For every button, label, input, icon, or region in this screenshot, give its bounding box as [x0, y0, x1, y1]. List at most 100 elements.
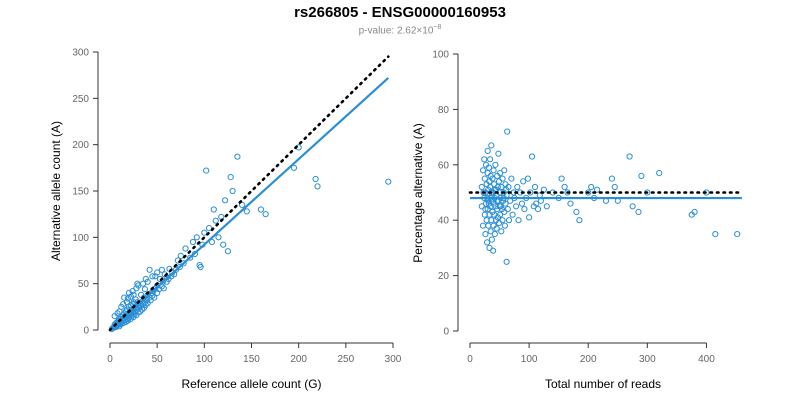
data-point	[481, 175, 488, 182]
data-point	[141, 286, 148, 293]
data-point	[158, 266, 165, 273]
data-point	[180, 260, 187, 267]
data-point	[208, 238, 215, 246]
p-value-exponent: −8	[433, 24, 442, 31]
data-point	[314, 183, 321, 190]
data-point	[638, 172, 645, 179]
x-axis-label: Total number of reads	[545, 377, 661, 391]
data-point	[149, 273, 156, 280]
data-point	[203, 167, 210, 174]
data-point	[480, 189, 487, 196]
data-point	[481, 156, 488, 163]
x-tick-label: 300	[385, 354, 402, 365]
y-tick-label: 40	[438, 216, 450, 227]
data-point	[529, 153, 536, 160]
allele-count-plot: 0 50 100 150 200 250 300 0 50 100 150 200 250 300 Refe…	[49, 48, 402, 392]
data-point	[504, 128, 511, 135]
fit-line	[109, 77, 390, 331]
data-point	[656, 170, 663, 177]
data-point	[518, 200, 526, 207]
data-point	[501, 222, 508, 229]
data-point	[485, 164, 492, 171]
data-point	[111, 313, 118, 320]
data-point	[611, 183, 618, 191]
data-point	[290, 164, 298, 171]
x-tick-label: 0	[107, 354, 113, 365]
data-point	[146, 266, 153, 273]
data-point	[573, 208, 580, 215]
data-point	[491, 231, 498, 238]
data-point	[483, 217, 490, 224]
data-point	[262, 211, 269, 218]
data-point	[193, 234, 200, 241]
data-point	[629, 203, 636, 210]
x-tick-label: 200	[580, 354, 597, 365]
y-tick-label: 0	[443, 327, 449, 338]
reference-line	[108, 55, 390, 332]
data-point	[495, 178, 503, 185]
data-point	[524, 175, 532, 182]
data-point	[215, 234, 222, 241]
data-point	[124, 295, 132, 302]
data-point	[561, 183, 568, 191]
data-point	[234, 153, 241, 160]
data-point	[257, 206, 264, 213]
chart-subtitle: p-value: 2.62×10−8	[0, 24, 800, 36]
data-point	[479, 222, 487, 229]
data-point	[499, 175, 506, 182]
data-point	[588, 183, 595, 191]
data-point	[526, 214, 533, 221]
y-tick-label: 50	[78, 279, 90, 290]
data-point	[487, 183, 494, 191]
x-tick-label: 300	[639, 354, 656, 365]
data-point	[505, 217, 513, 224]
data-point	[503, 186, 510, 193]
data-point	[558, 175, 565, 182]
data-point	[142, 301, 149, 309]
data-point	[189, 238, 197, 246]
data-point	[508, 175, 515, 182]
data-point	[485, 222, 492, 229]
x-tick-label: 400	[698, 354, 715, 365]
data-point	[220, 241, 227, 248]
data-point	[151, 294, 158, 301]
data-point	[490, 167, 497, 174]
data-point	[489, 175, 496, 182]
data-point	[197, 263, 204, 271]
x-tick-label: 250	[337, 354, 354, 365]
data-point	[497, 203, 504, 210]
x-axis-label: Reference allele count (G)	[181, 377, 321, 391]
data-point	[137, 308, 144, 315]
data-point	[712, 231, 719, 238]
p-value-text: p-value: 2.62×10	[358, 25, 434, 37]
data-point	[488, 142, 495, 149]
data-point	[187, 254, 194, 261]
data-point	[487, 156, 494, 163]
data-point	[514, 183, 521, 191]
data-point	[520, 178, 527, 185]
data-point	[501, 167, 508, 174]
y-tick-label: 100	[72, 233, 89, 244]
x-tick-label: 0	[467, 354, 473, 365]
data-point	[144, 278, 151, 285]
data-point	[134, 280, 141, 287]
data-point	[484, 147, 491, 154]
data-point	[502, 200, 509, 207]
data-point	[229, 187, 236, 195]
data-point	[594, 186, 601, 193]
data-point	[177, 252, 184, 259]
data-point	[243, 208, 250, 215]
data-point	[533, 200, 540, 207]
data-point	[509, 211, 516, 218]
x-tick-label: 100	[196, 354, 213, 365]
data-point	[585, 189, 592, 196]
data-point	[488, 236, 495, 243]
y-tick-label: 0	[83, 326, 89, 337]
data-point	[129, 288, 136, 295]
data-point	[492, 161, 499, 168]
data-point	[497, 211, 504, 218]
data-point	[482, 206, 489, 213]
data-point	[493, 225, 500, 232]
data-point	[479, 167, 487, 174]
